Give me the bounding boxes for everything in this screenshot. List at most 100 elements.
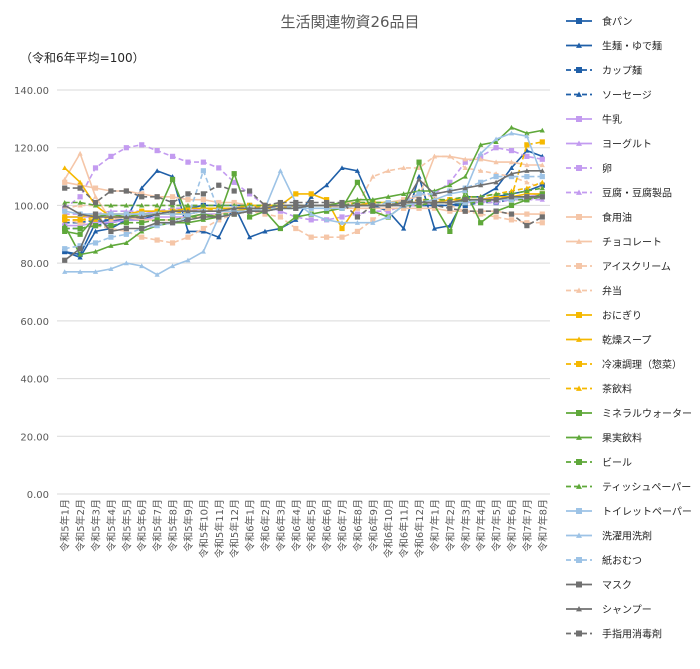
data-point bbox=[539, 179, 545, 185]
data-point bbox=[524, 211, 530, 217]
data-point bbox=[447, 208, 453, 214]
data-point bbox=[231, 211, 237, 217]
data-point bbox=[447, 202, 453, 209]
data-point bbox=[401, 205, 407, 211]
data-point bbox=[139, 142, 145, 148]
legend-marker bbox=[576, 532, 582, 538]
data-point bbox=[493, 145, 499, 151]
data-point bbox=[185, 234, 191, 240]
data-point bbox=[92, 185, 99, 191]
legend-marker bbox=[576, 42, 582, 48]
data-point bbox=[154, 223, 160, 229]
legend-item: 紙おむつ bbox=[566, 554, 642, 567]
legend-marker bbox=[576, 483, 582, 489]
x-tick-label: 令和5年9月 bbox=[182, 499, 195, 552]
data-point bbox=[231, 188, 237, 194]
data-point bbox=[123, 202, 129, 208]
legend-item: シャンプー bbox=[566, 604, 652, 616]
data-point bbox=[493, 159, 499, 165]
data-point bbox=[62, 185, 68, 191]
data-point bbox=[108, 225, 114, 232]
data-point bbox=[447, 182, 453, 188]
x-tick-label: 令和6年2月 bbox=[259, 499, 272, 552]
data-point bbox=[185, 214, 191, 220]
data-point bbox=[524, 179, 530, 185]
data-point bbox=[246, 188, 253, 194]
y-tick-label: 20.00 bbox=[20, 432, 49, 443]
data-point bbox=[246, 191, 253, 197]
data-point bbox=[92, 223, 99, 229]
data-point bbox=[370, 208, 376, 214]
data-point bbox=[216, 208, 222, 214]
data-point bbox=[200, 211, 206, 217]
data-point bbox=[293, 199, 299, 206]
x-tick-label: 令和5年10月 bbox=[197, 499, 210, 558]
data-point bbox=[524, 185, 530, 191]
data-point bbox=[354, 168, 361, 173]
data-point bbox=[324, 199, 330, 206]
data-point bbox=[385, 168, 391, 173]
legend-marker bbox=[576, 214, 582, 220]
data-point bbox=[478, 168, 484, 173]
data-point bbox=[77, 220, 83, 226]
data-point bbox=[77, 223, 83, 229]
data-point bbox=[370, 173, 376, 179]
legend-item: ティッシュペーパー bbox=[566, 482, 691, 494]
data-point bbox=[139, 208, 145, 214]
legend-item: 卵 bbox=[566, 163, 612, 175]
data-point bbox=[539, 191, 545, 197]
data-point bbox=[524, 194, 530, 200]
data-point bbox=[123, 240, 129, 246]
data-point bbox=[308, 217, 314, 223]
data-point bbox=[370, 220, 376, 225]
data-point bbox=[62, 217, 68, 222]
data-point bbox=[385, 208, 391, 214]
data-point bbox=[139, 202, 145, 208]
data-point bbox=[539, 139, 545, 145]
data-point bbox=[123, 228, 129, 234]
series-line bbox=[64, 132, 544, 276]
legend-item: 弁当 bbox=[566, 285, 622, 298]
legend-item: 茶飲料 bbox=[566, 383, 632, 396]
data-point bbox=[92, 217, 99, 222]
x-tick-label: 令和5年1月 bbox=[59, 499, 72, 552]
data-point bbox=[447, 199, 453, 206]
data-point bbox=[416, 159, 422, 165]
data-point bbox=[339, 234, 345, 240]
data-point bbox=[77, 182, 83, 188]
data-point bbox=[216, 165, 222, 171]
data-point bbox=[169, 263, 176, 269]
data-point bbox=[154, 202, 160, 208]
data-point bbox=[200, 228, 206, 234]
data-point bbox=[293, 217, 299, 222]
data-point bbox=[231, 199, 237, 206]
legend-marker bbox=[576, 630, 582, 637]
data-point bbox=[216, 214, 222, 220]
data-point bbox=[293, 202, 299, 208]
data-point bbox=[339, 205, 345, 211]
y-tick-label: 100.00 bbox=[14, 201, 49, 212]
data-point bbox=[92, 194, 99, 199]
x-tick-label: 令和6年5月 bbox=[305, 499, 318, 552]
data-point bbox=[324, 234, 330, 240]
data-point bbox=[185, 191, 191, 197]
legend-label: ソーセージ bbox=[602, 90, 652, 102]
legend-marker bbox=[576, 606, 582, 612]
data-point bbox=[77, 231, 83, 237]
data-point bbox=[385, 199, 391, 206]
data-point bbox=[478, 153, 484, 159]
data-point bbox=[524, 223, 530, 229]
legend-item: ヨーグルト bbox=[566, 138, 652, 151]
data-point bbox=[462, 165, 468, 170]
legend-marker bbox=[576, 238, 582, 244]
data-point bbox=[246, 205, 253, 211]
data-point bbox=[308, 211, 314, 217]
data-point bbox=[200, 249, 206, 254]
legend-label: 乾燥スープ bbox=[602, 334, 651, 347]
data-point bbox=[216, 217, 222, 223]
data-point bbox=[508, 194, 515, 200]
legend-label: ミネラルウォーター bbox=[602, 408, 692, 420]
data-point bbox=[539, 168, 545, 173]
data-point bbox=[385, 205, 391, 211]
